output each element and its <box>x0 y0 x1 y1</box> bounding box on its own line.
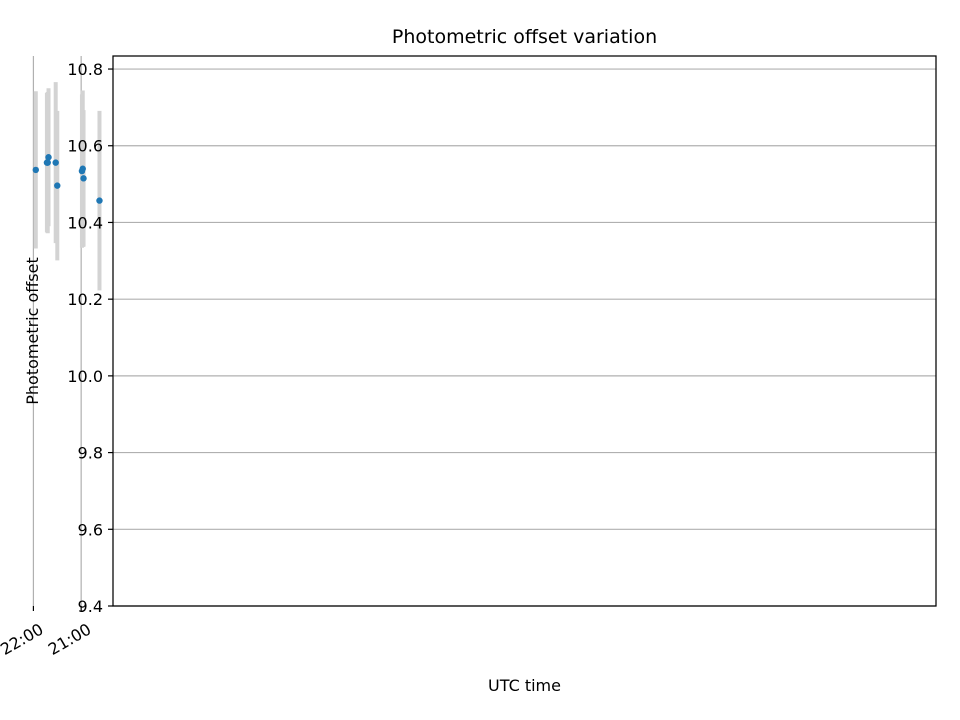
plot-frame <box>112 55 937 607</box>
data-point <box>45 154 52 161</box>
chart-title: Photometric offset variation <box>392 26 657 48</box>
y-tick-label: 9.4 <box>78 597 103 616</box>
data-point <box>78 167 86 175</box>
y-axis-label: Photometric offset <box>23 257 42 405</box>
data-point <box>96 197 103 204</box>
y-tick-label: 10.0 <box>67 367 103 386</box>
y-tick-label: 10.6 <box>67 137 103 156</box>
data-point <box>80 175 87 182</box>
data-point <box>32 166 39 174</box>
data-point <box>52 159 59 166</box>
y-tick-label: 10.2 <box>67 290 103 309</box>
y-tick-label: 10.4 <box>67 213 103 232</box>
y-axis-ticks: 9.4 9.6 9.8 10.0 10.2 10.4 10.6 10.8 <box>67 60 113 616</box>
data-point <box>54 182 61 189</box>
data-points <box>32 154 103 204</box>
y-tick-label: 9.6 <box>78 520 103 539</box>
data-point <box>43 159 51 166</box>
y-tick-label: 10.8 <box>67 60 103 79</box>
y-tick-label: 9.8 <box>78 444 103 463</box>
x-axis-label: UTC time <box>488 676 561 695</box>
